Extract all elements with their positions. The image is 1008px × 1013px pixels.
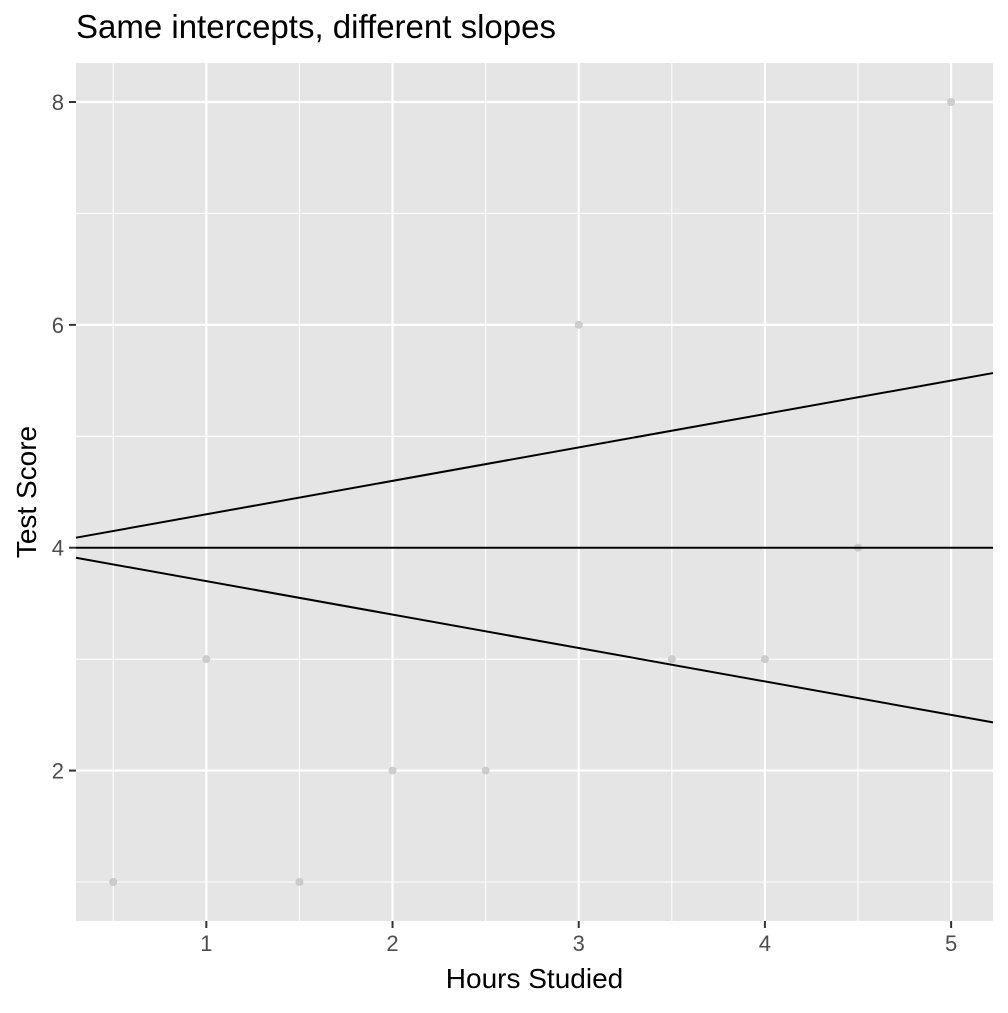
data-point <box>667 655 676 664</box>
y-tick-label: 8 <box>52 90 64 115</box>
data-point <box>574 320 583 329</box>
data-point <box>295 878 304 886</box>
x-tick-label: 4 <box>759 931 771 956</box>
x-tick-label: 1 <box>200 931 212 956</box>
y-tick-label: 6 <box>52 313 64 338</box>
x-axis-label: Hours Studied <box>446 963 623 994</box>
x-tick-label: 3 <box>573 931 585 956</box>
data-point <box>947 98 956 106</box>
data-point <box>760 655 769 664</box>
y-tick-label: 4 <box>52 536 64 561</box>
x-tick-label: 2 <box>386 931 398 956</box>
data-point <box>109 878 118 886</box>
minor-grid <box>76 63 993 921</box>
y-tick-label: 2 <box>52 759 64 784</box>
abline <box>75 556 994 724</box>
lines-layer <box>75 372 994 724</box>
plot-panel <box>76 63 993 921</box>
abline <box>75 372 994 539</box>
chart-title: Same intercepts, different slopes <box>76 8 556 45</box>
major-grid <box>76 63 993 921</box>
x-tick-label: 5 <box>945 931 957 956</box>
y-axis: 2 4 6 8 <box>52 90 76 784</box>
data-point <box>202 655 211 664</box>
data-point <box>481 766 490 775</box>
data-point <box>388 766 397 775</box>
x-axis: 1 2 3 4 5 <box>200 921 957 956</box>
y-axis-label: Test Score <box>11 426 42 558</box>
points-layer <box>109 98 956 886</box>
